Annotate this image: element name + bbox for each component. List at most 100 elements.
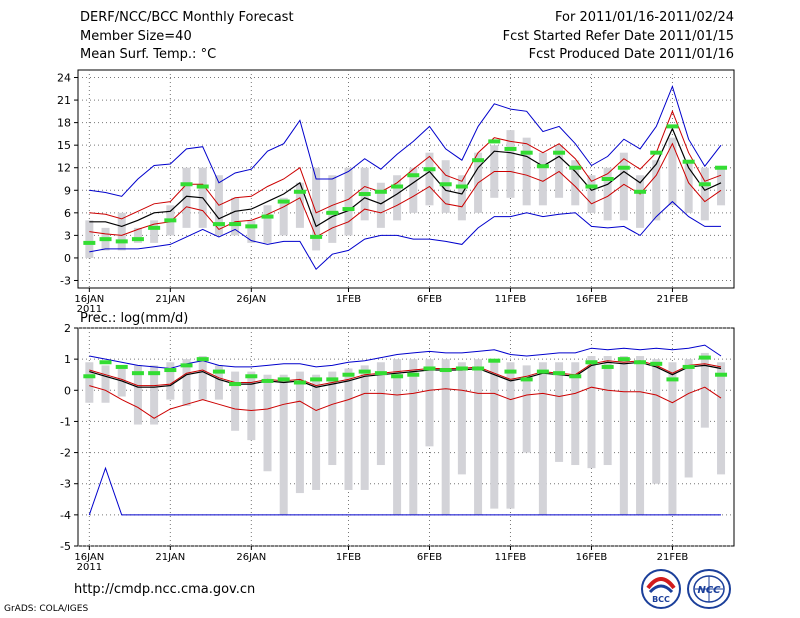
ensemble-box <box>117 368 126 397</box>
plot-frame <box>77 69 735 289</box>
ensemble-box <box>360 365 369 490</box>
ensemble-box <box>279 374 288 515</box>
median-mark <box>439 182 452 187</box>
median-mark <box>212 369 225 374</box>
ensemble-box <box>717 167 726 206</box>
ensemble-box <box>344 368 353 490</box>
median-mark <box>326 377 339 382</box>
median-mark <box>601 364 614 369</box>
ensemble-box <box>668 137 677 206</box>
median-mark <box>698 355 711 360</box>
series-line-min <box>88 466 721 516</box>
ensemble-box <box>441 359 450 515</box>
variable-label: Mean Surf. Temp.: °C <box>80 47 217 62</box>
ensemble-box <box>571 362 580 466</box>
median-mark <box>148 371 161 376</box>
ensemble-box <box>684 359 693 478</box>
ensemble-box <box>603 167 612 221</box>
bcc-logo: BCC <box>641 569 681 609</box>
median-mark <box>358 369 371 374</box>
forecast-period-label: For 2011/01/16-2011/02/24 <box>555 10 734 25</box>
y-tick-label: 6 <box>64 207 71 220</box>
x-tick-label: 21FEB <box>657 552 689 563</box>
median-mark <box>261 378 274 383</box>
median-mark <box>115 364 128 369</box>
median-mark <box>650 361 663 366</box>
member-size-label: Member Size=40 <box>80 29 192 44</box>
x-tick-label: 21JAN <box>155 294 185 305</box>
median-mark <box>131 371 144 376</box>
ensemble-box <box>587 175 596 213</box>
median-mark <box>617 165 630 170</box>
series-line-p90 <box>89 360 722 387</box>
ensemble-box <box>425 359 434 447</box>
ensemble-box <box>376 362 385 466</box>
median-mark <box>488 358 501 363</box>
y-tick-label: -1 <box>60 415 71 428</box>
ensemble-box <box>506 130 515 198</box>
median-mark <box>634 189 647 194</box>
median-mark <box>472 366 485 371</box>
ensemble-box <box>652 160 661 221</box>
ensemble-box <box>538 362 547 515</box>
y-tick-label: 24 <box>57 72 71 85</box>
ensemble-box <box>263 374 272 472</box>
ensemble-box <box>150 220 159 243</box>
x-tick-label: 1FEB <box>336 294 361 305</box>
median-mark <box>148 225 161 230</box>
median-mark <box>164 368 177 373</box>
x-tick-label: 16JAN <box>74 552 104 563</box>
median-mark <box>115 239 128 244</box>
ensemble-box <box>182 359 191 406</box>
ensemble-box <box>393 359 402 515</box>
median-mark <box>83 240 96 245</box>
ensemble-box <box>457 362 466 475</box>
ensemble-box <box>247 371 256 441</box>
ensemble-box <box>133 227 142 243</box>
ensemble-box <box>441 160 450 213</box>
ensemble-box <box>393 175 402 221</box>
ensemble-box <box>409 167 418 213</box>
ensemble-box <box>717 362 726 475</box>
ensemble-box <box>636 356 645 515</box>
median-mark <box>666 377 679 382</box>
median-mark <box>715 372 728 377</box>
y-tick-label: -2 <box>60 447 71 460</box>
ensemble-box <box>279 197 288 236</box>
median-mark <box>439 368 452 373</box>
median-mark <box>601 177 614 181</box>
ensemble-box <box>474 359 483 515</box>
source-url[interactable]: http://cmdp.ncc.cma.gov.cn <box>74 582 256 597</box>
y-tick-label: 0 <box>64 384 71 397</box>
median-mark <box>196 357 209 362</box>
ensemble-box <box>312 167 321 251</box>
ensemble-box <box>231 371 240 431</box>
ensemble-box <box>684 160 693 213</box>
series-line-p10 <box>89 142 722 238</box>
median-mark <box>83 374 96 379</box>
series-line-mean <box>89 127 722 228</box>
ensemble-box <box>522 137 531 206</box>
median-mark <box>569 374 582 379</box>
median-mark <box>423 167 436 172</box>
median-mark <box>585 184 598 189</box>
median-mark <box>293 380 306 385</box>
x-tick-label: 21FEB <box>657 294 689 305</box>
x-tick-label: 21JAN <box>155 552 185 563</box>
ensemble-box <box>198 356 207 400</box>
median-mark <box>650 150 663 155</box>
median-mark <box>504 369 517 374</box>
ensemble-box <box>522 365 531 453</box>
median-mark <box>310 377 323 382</box>
median-mark <box>245 374 258 379</box>
bcc-logo-text: BCC <box>652 595 670 604</box>
median-mark <box>391 374 404 379</box>
median-mark <box>326 210 339 215</box>
median-mark <box>407 372 420 377</box>
median-mark <box>617 357 630 362</box>
median-mark <box>358 192 371 197</box>
ensemble-box <box>457 175 466 221</box>
median-mark <box>698 182 711 187</box>
ensemble-box <box>344 167 353 236</box>
median-mark <box>374 189 387 194</box>
